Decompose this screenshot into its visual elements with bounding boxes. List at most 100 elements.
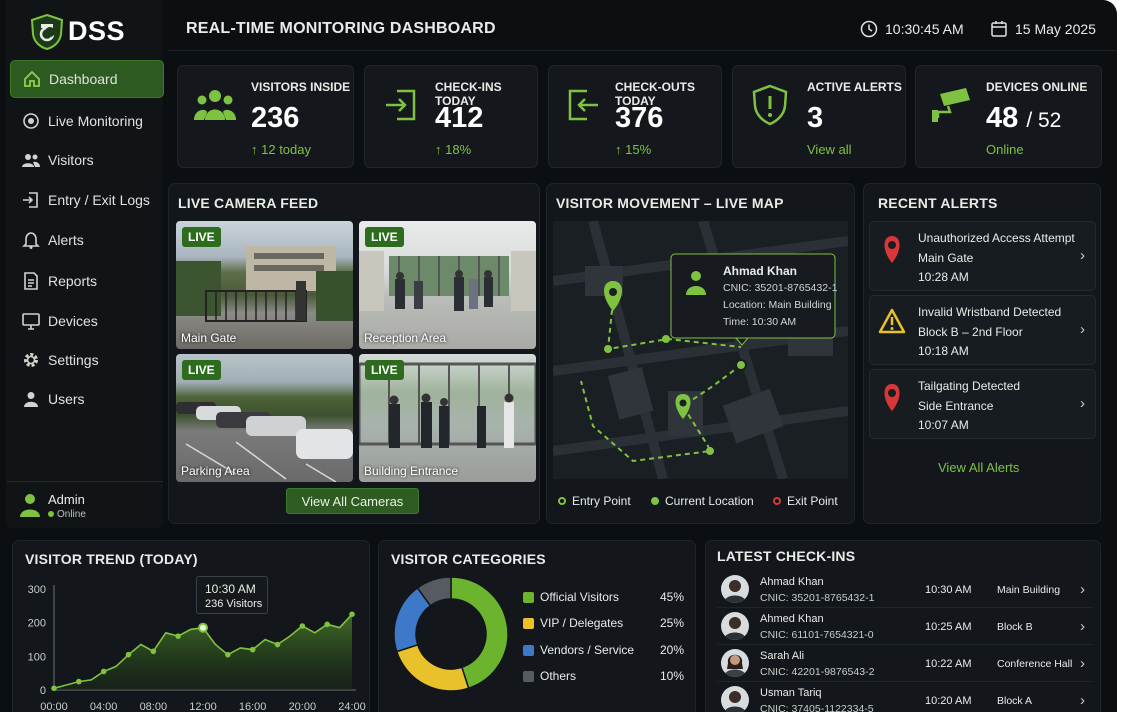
sidebar-item-alerts[interactable]: Alerts bbox=[10, 221, 164, 259]
trend-point[interactable] bbox=[249, 646, 256, 653]
checkin-location: Main Building bbox=[997, 584, 1061, 596]
avatar bbox=[20, 494, 40, 517]
stat-value: 3 bbox=[807, 102, 824, 134]
x-tick-label: 24:00 bbox=[338, 701, 366, 712]
sidebar-item-label: Settings bbox=[48, 352, 99, 368]
map-location-pin-icon bbox=[675, 394, 691, 419]
view-all-alerts-link[interactable]: View All Alerts bbox=[938, 460, 1020, 475]
avatar bbox=[721, 686, 749, 712]
stat-sub: Online bbox=[986, 142, 1024, 157]
visitor-name: Ahmad Khan bbox=[760, 576, 824, 588]
sidebar-item-dashboard[interactable]: Dashboard bbox=[10, 60, 164, 98]
sidebar-item-settings[interactable]: Settings bbox=[10, 341, 164, 379]
visitors-group-icon bbox=[194, 90, 236, 120]
y-tick-label: 200 bbox=[28, 618, 46, 630]
category-row: VIP / Delegates 25% bbox=[523, 616, 688, 632]
camera-tile-reception-area[interactable]: LIVE Reception Area bbox=[359, 221, 536, 349]
donut-slice[interactable] bbox=[450, 576, 509, 690]
trend-area bbox=[54, 614, 352, 690]
alert-item[interactable]: Unauthorized Access Attempt Main Gate 10… bbox=[869, 221, 1096, 291]
trend-point[interactable] bbox=[175, 633, 181, 639]
stat-card-active-alerts[interactable]: ACTIVE ALERTS 3 View all bbox=[732, 65, 906, 168]
sidebar-item-live-monitoring[interactable]: Live Monitoring bbox=[10, 102, 164, 140]
visitor-trend-chart[interactable]: 300 200 100 0 00:00 04:00 08:00 12:00 16:00 20:00… bbox=[12, 575, 370, 712]
trend-point[interactable] bbox=[274, 641, 281, 648]
stat-card-visitors-inside[interactable]: VISITORS INSIDE 236 ↑ 12 today bbox=[177, 65, 354, 168]
table-row[interactable]: Sarah Ali CNIC: 42201-9876543-2 10:22 AM… bbox=[717, 646, 1093, 682]
sidebar-item-devices[interactable]: Devices bbox=[10, 302, 164, 340]
cctv-camera-icon bbox=[932, 88, 970, 122]
trend-point[interactable] bbox=[324, 621, 330, 628]
visitor-cnic: CNIC: 61101-7654321-0 bbox=[760, 629, 874, 641]
trend-point[interactable] bbox=[100, 668, 107, 675]
table-row[interactable]: Ahmad Khan CNIC: 35201-8765432-1 10:30 A… bbox=[717, 572, 1093, 608]
table-row[interactable]: Ahmed Khan CNIC: 61101-7654321-0 10:25 A… bbox=[717, 609, 1093, 645]
trend-point[interactable] bbox=[299, 623, 306, 629]
user-icon bbox=[24, 392, 38, 407]
stat-card-check-outs[interactable]: CHECK-OUTS TODAY 376 ↑ 15% bbox=[548, 65, 722, 168]
camera-tile-building-entrance[interactable]: LIVE Building Entrance bbox=[359, 354, 536, 482]
calendar-icon bbox=[991, 21, 1007, 37]
trend-point[interactable] bbox=[125, 651, 132, 658]
sidebar-item-reports[interactable]: Reports bbox=[10, 262, 164, 300]
x-tick-label: 20:00 bbox=[289, 701, 317, 712]
categories-donut-chart[interactable] bbox=[393, 576, 509, 692]
sidebar-item-label: Visitors bbox=[48, 152, 94, 168]
trend-point[interactable] bbox=[349, 611, 355, 618]
donut-slice[interactable] bbox=[416, 576, 452, 607]
sidebar: DSS Dashboard Live Monitoring Visitors E… bbox=[6, 0, 164, 528]
user-name: Admin bbox=[48, 492, 85, 507]
x-tick-label: 12:00 bbox=[189, 701, 217, 712]
alert-time: 10:18 AM bbox=[918, 344, 969, 358]
view-all-alerts-link[interactable]: View all bbox=[807, 142, 852, 157]
user-status: Online bbox=[48, 509, 86, 520]
stat-title: ACTIVE ALERTS bbox=[807, 80, 902, 94]
category-row: Others 10% bbox=[523, 669, 688, 685]
camera-feed-title: LIVE CAMERA FEED bbox=[178, 195, 319, 211]
stat-card-devices-online[interactable]: DEVICES ONLINE 48 / 52 Online bbox=[915, 65, 1102, 168]
trend-point[interactable] bbox=[150, 648, 157, 655]
alert-place: Main Gate bbox=[918, 251, 974, 265]
checkins-panel bbox=[705, 540, 1101, 712]
x-tick-label: 00:00 bbox=[40, 701, 68, 712]
table-row[interactable]: Usman Tariq CNIC: 37405-1122334-5 10:20 … bbox=[717, 683, 1093, 712]
camera-label: Main Gate bbox=[181, 331, 237, 345]
tooltip-value: 236 Visitors bbox=[205, 598, 263, 610]
monitor-icon bbox=[22, 313, 40, 330]
visitor-name: Usman Tariq bbox=[760, 687, 822, 699]
stat-title: DEVICES ONLINE bbox=[986, 80, 1088, 94]
view-all-cameras-button[interactable]: View All Cameras bbox=[286, 488, 419, 514]
live-badge: LIVE bbox=[365, 360, 404, 380]
chevron-right-icon: › bbox=[1080, 321, 1085, 338]
legend-entry-point: Entry Point bbox=[558, 494, 631, 508]
trend-title: VISITOR TREND (TODAY) bbox=[25, 551, 198, 567]
sidebar-item-label: Live Monitoring bbox=[48, 113, 143, 129]
live-map[interactable] bbox=[553, 221, 848, 479]
sidebar-item-users[interactable]: Users bbox=[10, 380, 164, 418]
camera-image bbox=[359, 251, 536, 311]
trend-point[interactable] bbox=[76, 678, 82, 685]
chevron-right-icon: › bbox=[1080, 655, 1085, 672]
trend-point[interactable] bbox=[225, 651, 231, 658]
current-user[interactable]: Admin Online bbox=[18, 490, 168, 522]
alert-item[interactable]: Tailgating Detected Side Entrance 10:07 … bbox=[869, 369, 1096, 439]
trend-point[interactable] bbox=[51, 685, 57, 692]
camera-image bbox=[176, 402, 353, 482]
stat-value: 412 bbox=[435, 102, 484, 134]
user-icon bbox=[686, 271, 706, 295]
stat-card-check-ins[interactable]: CHECK-INS TODAY 412 ↑ 18% bbox=[364, 65, 538, 168]
x-tick-label: 08:00 bbox=[140, 701, 168, 712]
sidebar-item-entry-exit-logs[interactable]: Entry / Exit Logs bbox=[10, 181, 164, 219]
alert-item[interactable]: Invalid Wristband Detected Block B – 2nd… bbox=[869, 295, 1096, 365]
legend-current-location: Current Location bbox=[651, 494, 754, 508]
alert-title: Invalid Wristband Detected bbox=[918, 305, 1062, 319]
check-in-icon bbox=[386, 89, 416, 121]
camera-tile-main-gate[interactable]: LIVE Main Gate bbox=[176, 221, 353, 349]
sidebar-item-visitors[interactable]: Visitors bbox=[10, 141, 164, 179]
stat-title: VISITORS INSIDE bbox=[251, 80, 351, 94]
donut-slice[interactable] bbox=[395, 643, 470, 692]
avatar bbox=[721, 612, 749, 640]
camera-tile-parking-area[interactable]: LIVE Parking Area bbox=[176, 354, 353, 482]
trend-point[interactable] bbox=[198, 622, 208, 633]
alert-title: Unauthorized Access Attempt bbox=[918, 231, 1075, 245]
